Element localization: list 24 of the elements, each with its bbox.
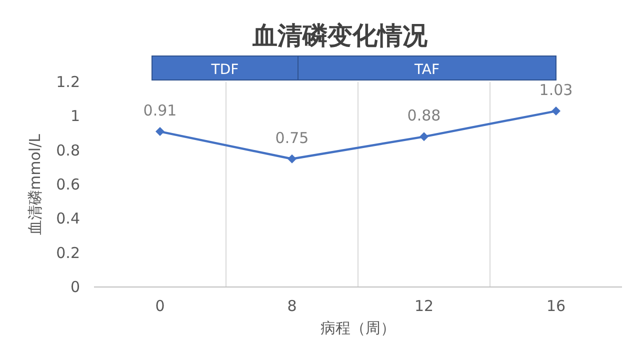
text: TDF xyxy=(210,62,239,78)
x-axis-title: 病程（周） xyxy=(320,319,396,337)
data-label: 1.03 xyxy=(539,81,573,100)
point xyxy=(420,132,428,142)
point xyxy=(156,127,164,136)
point xyxy=(552,106,560,116)
x-tick-label: 12 xyxy=(414,297,434,315)
y-tick-label: 0.8 xyxy=(56,141,80,160)
y-tick-label: 1.2 xyxy=(56,73,80,91)
y-tick-label: 0.6 xyxy=(56,176,80,194)
data-label: 0.91 xyxy=(143,102,177,120)
data-label: 0.75 xyxy=(275,128,309,147)
y-tick-label: 0 xyxy=(70,278,80,296)
y-tick-label: 0.4 xyxy=(56,210,80,228)
point xyxy=(288,154,296,164)
x-tick-label: 16 xyxy=(546,297,566,315)
data-label: 0.88 xyxy=(407,106,441,125)
y-axis-title: 血清磷mmol/L xyxy=(26,133,44,235)
x-tick-label: 0 xyxy=(155,297,165,315)
chart-title: 血清磷变化情况 xyxy=(252,21,428,50)
text: TAF xyxy=(413,62,440,78)
y-tick-label: 1 xyxy=(70,107,80,126)
x-tick-label: 8 xyxy=(287,297,297,315)
y-tick-label: 0.2 xyxy=(56,244,80,262)
